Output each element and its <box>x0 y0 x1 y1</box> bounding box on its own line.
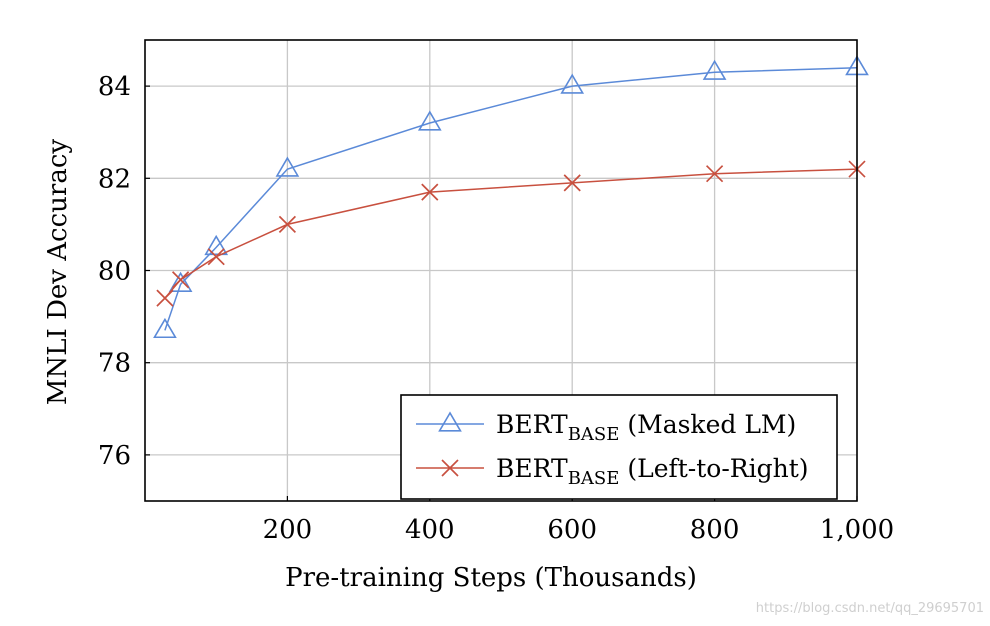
data-point <box>278 215 297 234</box>
data-point <box>702 59 727 80</box>
legend-box <box>400 394 838 500</box>
data-point <box>207 248 225 266</box>
watermark: https://blog.csdn.net/qq_29695701 <box>756 601 984 616</box>
data-point <box>204 234 229 256</box>
data-point <box>421 183 439 201</box>
data-point <box>563 174 581 192</box>
x-tick-label: 400 <box>405 515 455 545</box>
series-2 <box>156 160 866 307</box>
y-tick-label: 76 <box>98 441 131 471</box>
data-point <box>156 289 174 307</box>
x-tick-label: 1,000 <box>820 515 894 545</box>
legend-entry-1: BERTBASE (Masked LM) <box>416 410 796 445</box>
y-tick-label: 84 <box>98 72 131 102</box>
legend: BERTBASE (Masked LM) BERTBASE (Left-to-Ri… <box>400 394 838 500</box>
legend-marker <box>441 459 459 477</box>
data-point <box>275 156 300 177</box>
series-line <box>164 66 858 331</box>
series-line <box>164 168 858 299</box>
legend-label: BERTBASE (Left-to-Right) <box>496 454 809 489</box>
series-1 <box>153 55 869 339</box>
legend-marker <box>438 411 462 432</box>
x-tick-label: 800 <box>690 515 740 545</box>
tick-labels: 200 400 600 800 1,000 76 78 80 82 84 <box>98 72 894 545</box>
legend-label: BERTBASE (Masked LM) <box>496 410 796 445</box>
data-point <box>560 73 585 94</box>
data-point <box>171 271 190 289</box>
data-point <box>153 317 177 339</box>
data-point <box>417 110 442 131</box>
x-tick-label: 200 <box>263 515 313 545</box>
y-tick-label: 80 <box>98 257 131 287</box>
legend-entry-2: BERTBASE (Left-to-Right) <box>416 454 809 489</box>
data-point <box>705 165 724 183</box>
series-layer <box>153 55 869 339</box>
x-axis-title: Pre-training Steps (Thousands) <box>285 563 697 593</box>
x-tick-label: 600 <box>547 515 597 545</box>
y-tick-label: 82 <box>98 164 131 194</box>
y-axis-title: MNLI Dev Accuracy <box>43 139 73 405</box>
y-tick-label: 78 <box>98 349 131 379</box>
data-point <box>168 271 193 292</box>
